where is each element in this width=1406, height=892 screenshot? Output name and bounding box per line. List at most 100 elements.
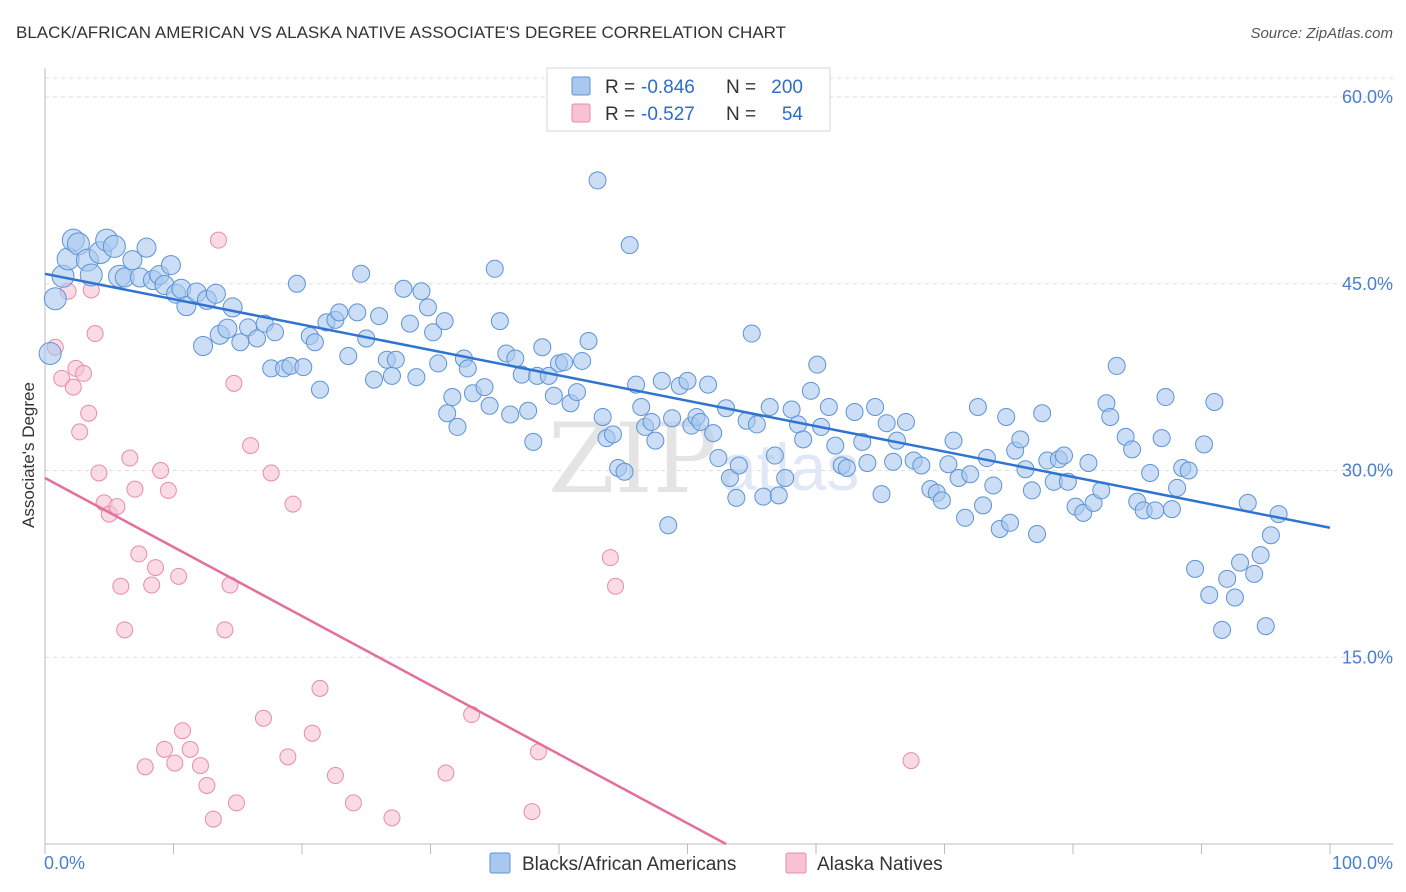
blacks-point — [754, 487, 773, 506]
alaska-natives-point — [121, 449, 139, 467]
blacks-point — [266, 323, 285, 342]
blacks-point — [348, 303, 367, 322]
alaska-natives-point — [173, 722, 191, 740]
blacks-point — [801, 381, 820, 400]
blacks-point — [485, 259, 504, 278]
y-tick-labels: 15.0% 30.0% 45.0% 60.0% — [1342, 87, 1393, 667]
blacks-point — [339, 346, 358, 365]
blacks-point — [956, 508, 975, 527]
alaska-natives-point — [437, 764, 455, 782]
blacks-point — [974, 496, 993, 515]
blacks-point — [845, 402, 864, 421]
blacks-point — [217, 318, 238, 339]
blacks-point — [997, 407, 1016, 426]
blacks-point — [458, 359, 477, 378]
blacks-point — [819, 398, 838, 417]
blacks-point — [659, 516, 678, 535]
x-tick-max: 100.0% — [1332, 853, 1393, 873]
legend-r-value-1: -0.846 — [641, 77, 695, 98]
legend-r-label-2: R = — [605, 104, 635, 125]
blacks-point — [1218, 569, 1237, 588]
blacks-point — [944, 431, 963, 450]
blacks-point — [394, 279, 413, 298]
blacks-point — [1213, 620, 1232, 639]
blacks-point — [782, 400, 801, 419]
blacks-point — [896, 412, 915, 431]
blacks-point — [480, 396, 499, 415]
blacks-point — [38, 341, 62, 365]
blacks-point — [1028, 524, 1047, 543]
blacks-point — [43, 287, 67, 311]
blacks-point — [248, 329, 267, 348]
blacks-point — [519, 401, 538, 420]
blacks-point — [352, 264, 371, 283]
blacks-point — [443, 388, 462, 407]
blacks-point — [1101, 407, 1120, 426]
blacks-point — [615, 462, 634, 481]
legend-swatch-pink — [571, 103, 591, 123]
blacks-point — [1225, 588, 1244, 607]
blacks-point — [407, 368, 426, 387]
alaska-natives-point — [136, 758, 154, 776]
alaska-natives-points — [46, 231, 920, 828]
series-legend: Blacks/African Americans Alaska Natives — [489, 852, 943, 875]
blacks-point — [1261, 526, 1280, 545]
blacks-point — [1200, 586, 1219, 604]
blacks-point — [287, 274, 306, 293]
blacks-point — [1107, 356, 1126, 375]
blacks-point — [435, 312, 454, 331]
blacks-point — [1231, 553, 1250, 572]
legend-n-value-2: 54 — [782, 104, 804, 125]
blacks-point — [984, 476, 1003, 495]
blacks-point — [310, 380, 329, 399]
blacks-point — [1001, 513, 1020, 532]
blacks-point — [588, 171, 607, 190]
alaska-natives-point — [80, 404, 98, 422]
blacks-point — [939, 455, 958, 474]
blacks-point — [1033, 404, 1052, 423]
blacks-point — [1251, 546, 1270, 565]
alaska-natives-point — [143, 576, 161, 594]
alaska-natives-point — [86, 325, 104, 343]
blacks-point — [501, 405, 520, 424]
alaska-natives-point — [181, 740, 199, 758]
blacks-point — [1162, 500, 1181, 519]
series-legend-label-pink: Alaska Natives — [817, 854, 943, 875]
alaska-natives-point — [227, 794, 245, 812]
blacks-point — [1245, 564, 1264, 583]
blacks-point — [438, 404, 457, 423]
blacks-point — [205, 283, 226, 304]
blacks-point — [663, 409, 682, 428]
alaska-natives-point — [523, 803, 541, 821]
blacks-point — [765, 446, 784, 465]
blacks-point — [691, 412, 710, 431]
blacks-point — [646, 431, 665, 450]
blacks-point — [579, 332, 598, 351]
blacks-point — [1156, 388, 1175, 407]
blacks-point — [231, 333, 250, 352]
alaska-natives-point — [279, 748, 297, 766]
blacks-point — [294, 358, 313, 377]
blacks-point — [79, 263, 103, 287]
blacks-point — [620, 236, 639, 255]
alaska-natives-point — [902, 752, 920, 770]
blacks-point — [968, 398, 987, 417]
trendlines — [44, 272, 1331, 846]
legend-swatch-blue — [571, 76, 591, 96]
blacks-point — [1123, 440, 1142, 459]
x-tick-min: 0.0% — [44, 853, 85, 873]
blacks-point — [932, 491, 951, 510]
blacks-point — [490, 312, 509, 331]
blacks-point — [1079, 454, 1098, 473]
blacks-point — [418, 298, 437, 317]
blacks-point — [709, 449, 728, 468]
alaska-natives-point — [108, 498, 126, 516]
blacks-point — [858, 454, 877, 473]
alaska-natives-point — [170, 567, 188, 585]
y-tick-label: 15.0% — [1342, 647, 1393, 667]
blacks-point — [222, 297, 243, 318]
blacks-point — [826, 436, 845, 455]
y-axis-label: Associate's Degree — [19, 382, 38, 528]
alaska-natives-point — [311, 679, 329, 697]
